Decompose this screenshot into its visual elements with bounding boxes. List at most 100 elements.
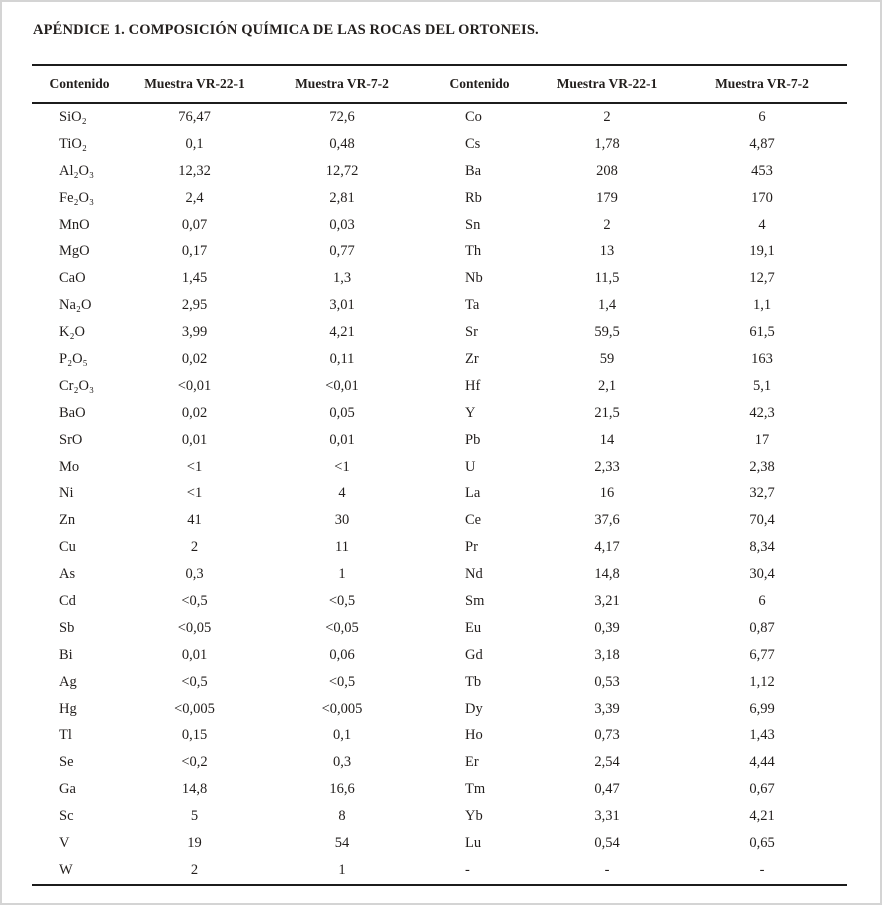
value-cell: 4 — [338, 485, 346, 502]
element-cell: Ag — [59, 673, 77, 690]
value-cell: 0,54 — [594, 834, 620, 851]
value-cell: 4,21 — [329, 324, 355, 341]
value-cell: 1 — [338, 861, 346, 878]
value-cell: 3,39 — [594, 700, 620, 717]
value-cell: 1,78 — [594, 135, 620, 152]
value-cell: 41 — [187, 512, 202, 529]
element-cell: Ho — [465, 727, 483, 744]
element-cell: P₂O₅ — [59, 350, 88, 367]
value-cell: 0,67 — [749, 781, 775, 798]
table-row: Zn 41 30 Ce 37,6 70,4 — [32, 507, 847, 534]
table-row: TiO₂ 0,1 0,48 Cs 1,78 4,87 — [32, 131, 847, 158]
value-cell: <0,01 — [325, 377, 359, 394]
element-cell: Eu — [465, 619, 482, 636]
value-cell: 4,21 — [749, 808, 775, 825]
element-cell: Rb — [465, 189, 482, 206]
element-cell: K₂O — [59, 324, 85, 341]
element-cell: U — [465, 458, 476, 475]
value-cell: 0,17 — [181, 243, 208, 260]
table-row: V 19 54 Lu 0,54 0,65 — [32, 830, 847, 857]
value-cell: 0,1 — [332, 727, 352, 744]
element-cell: SiO₂ — [59, 108, 87, 125]
table-row: Bi 0,01 0,06 Gd 3,18 6,77 — [32, 642, 847, 669]
value-cell: 14,8 — [594, 566, 620, 583]
value-cell: 6,99 — [749, 700, 775, 717]
element-cell: TiO₂ — [59, 135, 87, 152]
value-cell: 14,8 — [181, 781, 208, 798]
element-cell: Yb — [465, 808, 483, 825]
element-cell: Fe₂O₃ — [59, 189, 95, 206]
value-cell: 30 — [334, 512, 350, 529]
value-cell: 2 — [190, 539, 199, 556]
column-header-vr-22-1-left: Muestra VR-22-1 — [127, 65, 262, 104]
value-cell: 6,77 — [749, 646, 775, 663]
value-cell: 76,47 — [178, 108, 211, 125]
element-cell: Cu — [59, 539, 76, 556]
element-cell: Nd — [465, 566, 483, 583]
value-cell: 1,4 — [597, 297, 617, 314]
column-header-contenido-left: Contenido — [32, 65, 127, 104]
element-cell: Zn — [59, 512, 76, 529]
value-cell: 17 — [754, 431, 770, 448]
table-body: SiO₂ 76,47 72,6 Co 2 6 TiO₂ 0,1 0,48 Cs 1,78 4,87 Al… — [32, 103, 847, 885]
table-row: As 0,3 1 Nd 14,8 30,4 — [32, 561, 847, 588]
value-cell: 19 — [187, 834, 202, 851]
element-cell: Tb — [465, 673, 482, 690]
value-cell: 163 — [751, 350, 773, 367]
value-cell: <0,05 — [177, 619, 212, 636]
element-cell: SrO — [59, 431, 83, 448]
value-cell: 4 — [758, 216, 766, 233]
value-cell: 5 — [190, 808, 199, 825]
column-header-vr-22-1-right: Muestra VR-22-1 — [537, 65, 677, 104]
value-cell: 59 — [599, 350, 615, 367]
value-cell: 0,77 — [329, 243, 355, 260]
value-cell: <0,005 — [321, 700, 363, 717]
table-row: Hg <0,005 <0,005 Dy 3,39 6,99 — [32, 696, 847, 723]
value-cell: 1,12 — [749, 673, 775, 690]
element-cell: BaO — [59, 404, 86, 421]
element-cell: Hg — [59, 700, 77, 717]
element-cell: Ga — [59, 781, 76, 798]
value-cell: 16 — [599, 485, 615, 502]
value-cell: 70,4 — [749, 512, 775, 529]
value-cell: 0,3 — [332, 754, 352, 771]
element-cell: Th — [465, 243, 482, 260]
element-cell: Ba — [465, 162, 482, 179]
table-row: CaO 1,45 1,3 Nb 11,5 12,7 — [32, 265, 847, 292]
table-row: MnO 0,07 0,03 Sn 2 4 — [32, 212, 847, 239]
table-row: Ga 14,8 16,6 Tm 0,47 0,67 — [32, 776, 847, 803]
value-cell: 170 — [751, 189, 773, 206]
value-cell: <0,01 — [177, 377, 212, 394]
element-cell: La — [465, 485, 481, 502]
element-cell: Ce — [465, 512, 482, 529]
value-cell: 0,02 — [181, 404, 208, 421]
element-cell: Co — [465, 108, 482, 125]
element-cell: W — [59, 861, 73, 878]
value-cell: <0,005 — [174, 700, 215, 717]
table-row: SiO₂ 76,47 72,6 Co 2 6 — [32, 103, 847, 131]
value-cell: 37,6 — [594, 512, 620, 529]
element-cell: Sr — [465, 324, 478, 341]
element-cell: As — [59, 566, 76, 583]
element-cell: CaO — [59, 270, 86, 287]
element-cell: Y — [465, 404, 476, 421]
value-cell: <0,2 — [181, 754, 208, 771]
value-cell: 2,38 — [749, 458, 775, 475]
value-cell: 2,54 — [594, 754, 620, 771]
value-cell: 3,01 — [329, 297, 355, 314]
value-cell: 0,15 — [181, 727, 208, 744]
element-cell: Tl — [59, 727, 72, 744]
table-header-row: Contenido Muestra VR-22-1 Muestra VR-7-2… — [32, 65, 847, 104]
element-cell: Pb — [465, 431, 481, 448]
table-row: MgO 0,17 0,77 Th 13 19,1 — [32, 238, 847, 265]
value-cell: 11,5 — [594, 270, 620, 287]
element-cell: Mo — [59, 458, 80, 475]
value-cell: 42,3 — [749, 404, 775, 421]
value-cell: 0,01 — [181, 646, 208, 663]
value-cell: 1 — [338, 566, 346, 583]
element-cell: Sm — [465, 592, 485, 609]
value-cell: - — [759, 861, 765, 878]
value-cell: 0,73 — [594, 727, 620, 744]
table-row: Fe₂O₃ 2,4 2,81 Rb 179 170 — [32, 185, 847, 212]
